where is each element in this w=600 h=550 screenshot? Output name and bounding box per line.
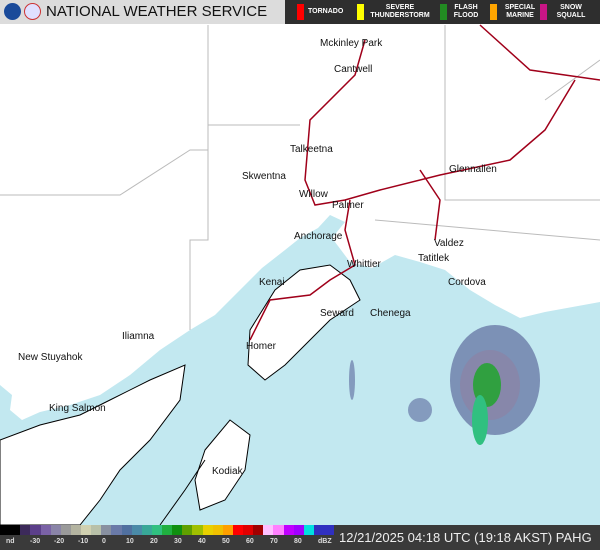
warning-label: SEVERE THUNDERSTORM [370, 4, 430, 19]
city-label: Valdez [434, 238, 464, 249]
legend-tick: 60 [246, 538, 254, 545]
color-step [324, 525, 335, 535]
city-label: Kodiak [212, 466, 243, 477]
color-step [263, 525, 274, 535]
color-step [162, 525, 173, 535]
color-step [121, 525, 132, 535]
color-step [40, 525, 51, 535]
color-step [91, 525, 102, 535]
city-label: New Stuyahok [18, 352, 83, 363]
city-label: Chenega [370, 308, 411, 319]
legend-tick: 70 [270, 538, 278, 545]
color-step [60, 525, 71, 535]
legend-tick: -30 [30, 538, 41, 545]
city-label: Whittier [347, 259, 381, 270]
kenai-peninsula [247, 264, 361, 381]
color-step [222, 525, 233, 535]
legend-tick: 40 [198, 538, 206, 545]
color-step [232, 525, 243, 535]
tornado-swatch [297, 4, 304, 20]
color-step [192, 525, 203, 535]
color-step [111, 525, 122, 535]
color-step [253, 525, 264, 535]
color-step [131, 525, 142, 535]
city-label: Seward [320, 308, 354, 319]
color-step [283, 525, 294, 535]
city-label: Kenai [259, 277, 285, 288]
water [0, 215, 600, 525]
city-label: Palmer [332, 200, 364, 211]
legend-tick: dBZ [318, 538, 332, 545]
color-step [273, 525, 284, 535]
city-label: Talkeetna [290, 144, 333, 155]
legend-tick: -10 [78, 538, 89, 545]
warning-label: SNOW SQUALL [556, 4, 586, 19]
city-label: Willow [299, 189, 328, 200]
city-label: Skwentna [242, 171, 286, 182]
color-step [212, 525, 223, 535]
color-step [70, 525, 81, 535]
radar-echoes [349, 325, 540, 445]
page-title: NATIONAL WEATHER SERVICE [46, 3, 268, 20]
city-label: Anchorage [294, 231, 343, 242]
severe-thunderstorm-swatch [357, 4, 364, 20]
warning-label: FLASH FLOOD [453, 4, 479, 19]
warning-label: SPECIAL MARINE [504, 4, 536, 19]
warning-label: TORNADO [308, 8, 344, 15]
nws-logo-icon [24, 3, 41, 20]
borough-boundaries [0, 25, 600, 330]
legend-tick: nd [6, 538, 15, 545]
color-step [202, 525, 213, 535]
city-label: Cantwell [334, 64, 373, 75]
legend-tick: 80 [294, 538, 302, 545]
color-step [10, 525, 21, 535]
color-step [172, 525, 183, 535]
color-step [243, 525, 254, 535]
color-scale [0, 525, 335, 535]
color-step [182, 525, 193, 535]
color-step [313, 525, 324, 535]
legend-tick: 20 [150, 538, 158, 545]
city-label: King Salmon [49, 403, 106, 414]
snow-squall-swatch [540, 4, 547, 20]
color-step [151, 525, 162, 535]
city-label: Cordova [448, 277, 486, 288]
legend-tick: 10 [126, 538, 134, 545]
legend-tick: 50 [222, 538, 230, 545]
city-label: Tatitlek [418, 253, 450, 264]
color-step [0, 525, 11, 535]
city-label: Mckinley Park [320, 38, 383, 49]
noaa-logo-icon [4, 3, 21, 20]
color-step [20, 525, 31, 535]
kodiak-island [194, 419, 251, 511]
color-step [303, 525, 314, 535]
color-step [50, 525, 61, 535]
legend-tick: -20 [54, 538, 65, 545]
color-step [293, 525, 304, 535]
flash-flood-swatch [440, 4, 447, 20]
timestamp: 12/21/2025 04:18 UTC (19:18 AKST) PAHG [338, 525, 600, 550]
color-step [101, 525, 112, 535]
city-label: Homer [246, 341, 277, 352]
color-step [141, 525, 152, 535]
legend-tick: 30 [174, 538, 182, 545]
city-label: Glennallen [449, 164, 497, 175]
warning-legend: TORNADO SEVERE THUNDERSTORM FLASH FLOOD … [285, 0, 600, 24]
dbz-color-legend: nd -30 -20 -10 0 10 20 30 40 50 60 70 80 dBZ [0, 525, 338, 550]
roads [249, 24, 600, 341]
city-label: Iliamna [122, 331, 155, 342]
special-marine-swatch [490, 4, 497, 20]
color-step [30, 525, 41, 535]
color-step [81, 525, 92, 535]
legend-tick: 0 [102, 538, 106, 545]
